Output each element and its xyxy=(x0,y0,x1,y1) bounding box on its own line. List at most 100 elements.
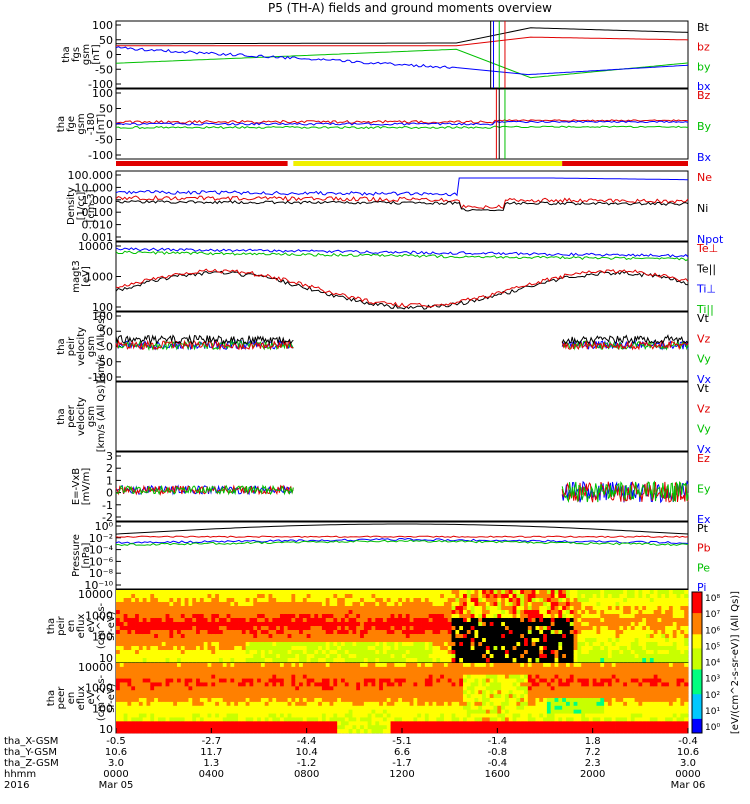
p8-ytick-label: 3 xyxy=(106,450,113,463)
x-tick-value: -0.4 xyxy=(488,758,508,769)
p10-ylabel: sr-eV) xyxy=(106,611,117,640)
p8-ytick-label: 2 xyxy=(106,462,113,475)
p4-legend-entry: Ni xyxy=(697,202,708,215)
p8-ytick-label: 0 xyxy=(106,487,113,500)
x-row-label: tha_Y-GSM xyxy=(4,747,57,758)
x-row-label: tha_X-GSM xyxy=(4,736,58,747)
p8-legend-entry: Ez xyxy=(697,452,710,465)
p8-ylabel: [mV/m] xyxy=(81,468,92,506)
p7-frame xyxy=(116,382,688,451)
by-trace xyxy=(116,49,688,77)
x-tick-value: 1.8 xyxy=(585,736,601,747)
pb-trace xyxy=(116,536,688,537)
p2-ytick-label: 100 xyxy=(92,87,113,100)
mode-bar-red-start xyxy=(116,161,288,166)
p2-frame xyxy=(116,89,688,159)
colorbar-tick-label: 10⁶ xyxy=(705,626,720,636)
p2-ytick-label: 50 xyxy=(99,103,113,116)
x-axis: tha_X-GSMtha_Y-GSMtha_Z-GSMhhmm2016-0.51… xyxy=(4,728,705,791)
x-tick-value: 2000 xyxy=(580,769,605,780)
fge-by-trace xyxy=(116,126,688,128)
bt-trace xyxy=(116,28,688,44)
p1-legend-entry: Bt xyxy=(697,21,710,34)
x-tick-value: 1.3 xyxy=(203,758,219,769)
p8-ytick-label: -1 xyxy=(102,499,113,512)
colorbar-tick-label: 10⁰ xyxy=(705,723,720,733)
p2-ytick-label: 0 xyxy=(106,118,113,131)
p9-legend-entry: Pt xyxy=(697,522,709,535)
p2-ytick-label: -50 xyxy=(95,134,113,147)
p7-legend-entry: Vt xyxy=(697,382,710,395)
x-row-label: 2016 xyxy=(4,780,29,791)
p10-ytick-label: 10000 xyxy=(78,588,113,601)
p7-legend-entry: Vz xyxy=(697,402,711,415)
p1-ytick-label: 100 xyxy=(92,19,113,32)
p4-legend-entry: Ne xyxy=(697,171,712,184)
p6-legend-entry: Vy xyxy=(697,353,711,366)
colorbar-tick-label: 10² xyxy=(705,691,720,701)
x-tick-value: 0800 xyxy=(294,769,319,780)
x-tick-value: 10.6 xyxy=(677,747,699,758)
x-tick-value: 10.6 xyxy=(105,747,127,758)
p5-ylabel: [eV] xyxy=(81,266,92,287)
mode-bar-red-end xyxy=(562,161,688,166)
p6-legend-entry: Vt xyxy=(697,312,710,325)
p2-ytick-label: -100 xyxy=(88,149,113,162)
p11-ylabel: sr-eV) xyxy=(106,683,117,712)
x-tick-value: -1.7 xyxy=(392,758,412,769)
x-tick-value: 10.4 xyxy=(296,747,318,758)
x-tick-value: -5.1 xyxy=(392,736,412,747)
colorbar: 10⁸10⁷10⁶10⁵10⁴10³10²10¹10⁰[eV/(cm^2-s-s… xyxy=(692,591,741,734)
p5-legend-entry: Te⊥ xyxy=(696,242,718,255)
p6-ytick-label: 0 xyxy=(106,341,113,354)
x-tick-value: 0000 xyxy=(675,769,700,780)
x-tick-value: 3.0 xyxy=(108,758,124,769)
x-tick-value: 0400 xyxy=(199,769,224,780)
p3-panel xyxy=(116,161,688,166)
colorbar-tick-label: 10¹ xyxy=(705,707,720,717)
p2-ylabel: [nT] xyxy=(96,114,107,134)
p2-legend-entry: Bz xyxy=(697,89,711,102)
p11-heatmap-cells xyxy=(116,663,688,733)
x-tick-value: -1.4 xyxy=(488,736,508,747)
p9-frame xyxy=(116,522,688,589)
x-tick-value: 0000 xyxy=(103,769,128,780)
p7-ylabel: [km/s (All Qs)] xyxy=(96,381,107,453)
p1-ytick-label: 0 xyxy=(106,49,113,62)
p5-ytick-label: 10000 xyxy=(78,240,113,253)
x-tick-value: -2.7 xyxy=(202,736,222,747)
x-tick-value: Mar 05 xyxy=(99,780,134,791)
pe-trace xyxy=(116,540,688,546)
p1-frame xyxy=(116,21,688,88)
x-tick-value: 6.6 xyxy=(394,747,410,758)
p11-ytick-label: 10000 xyxy=(78,661,113,674)
p4-ylabel: [cm-3] xyxy=(86,189,97,222)
x-tick-value: 1600 xyxy=(485,769,510,780)
x-tick-value: Mar 06 xyxy=(671,780,706,791)
x-tick-value: -0.4 xyxy=(678,736,698,747)
p2-legend-entry: By xyxy=(697,120,712,133)
colorbar-tick-label: 10⁵ xyxy=(705,642,720,652)
colorbar-tick-label: 10³ xyxy=(705,675,720,685)
bz-trace xyxy=(116,37,688,46)
p4-panel: 100.00010.0001.0000.1000.0100.001Density… xyxy=(66,169,724,246)
p1-ylabel: [nT] xyxy=(91,44,102,64)
plot-title: P5 (TH-A) fields and ground moments over… xyxy=(0,1,750,15)
p8-legend-entry: Ey xyxy=(697,483,711,496)
mode-bar-yellow xyxy=(293,161,562,166)
p4-ytick-label: 100.000 xyxy=(68,169,114,182)
p5-legend-entry: Te|| xyxy=(696,262,716,275)
p9-ylabel: [nPa] xyxy=(81,542,92,568)
x-tick-value: -0.5 xyxy=(106,736,126,747)
p5-legend-entry: Ti⊥ xyxy=(696,283,716,296)
p11-ytick-label: 10 xyxy=(99,723,113,736)
ni-trace xyxy=(116,201,688,211)
colorbar-tick-label: 10⁷ xyxy=(705,610,720,620)
p4-frame xyxy=(116,171,688,241)
colorbar-tick-label: 10⁸ xyxy=(705,594,720,604)
npot-trace xyxy=(116,178,688,196)
p10-heatmap-cells xyxy=(116,590,688,662)
